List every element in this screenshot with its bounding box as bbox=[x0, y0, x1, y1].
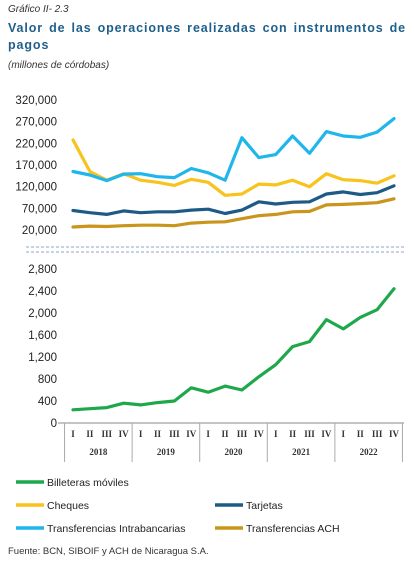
x-quarter-label: III bbox=[304, 429, 315, 439]
x-quarter-label: II bbox=[222, 429, 230, 439]
series-line-cheques bbox=[71, 138, 396, 197]
bottom-y-tick-label: 2,800 bbox=[28, 264, 57, 276]
x-quarter-label: IV bbox=[389, 429, 400, 439]
x-quarter-label: IV bbox=[321, 429, 332, 439]
series-line-tarjetas bbox=[71, 184, 396, 216]
bottom-y-tick-label: 400 bbox=[38, 396, 57, 408]
x-quarter-label: I bbox=[342, 429, 346, 439]
x-quarter-label: I bbox=[71, 429, 75, 439]
x-quarter-label: III bbox=[169, 429, 180, 439]
bottom-y-tick-label: 1,600 bbox=[28, 330, 57, 342]
x-year-label: 2021 bbox=[292, 447, 311, 457]
top-y-tick-label: 70,000 bbox=[22, 203, 57, 215]
bottom-y-tick-label: 1,200 bbox=[28, 352, 57, 364]
chart-unit: (millones de córdobas) bbox=[8, 60, 110, 71]
bottom-y-tick-label: 2,400 bbox=[28, 286, 57, 298]
bottom-y-tick-label: 0 bbox=[51, 418, 57, 430]
legend-label: Transferencias Intrabancarias bbox=[47, 523, 186, 535]
legend-label: Tarjetas bbox=[246, 500, 283, 512]
x-quarter-label: III bbox=[102, 429, 113, 439]
top-y-tick-label: 120,000 bbox=[15, 182, 57, 194]
x-quarter-label: I bbox=[274, 429, 278, 439]
source-note: Fuente: BCN, SIBOIF y ACH de Nicaragua S… bbox=[8, 546, 209, 557]
top-y-tick-label: 20,000 bbox=[22, 225, 57, 237]
x-quarter-label: IV bbox=[119, 429, 130, 439]
bottom-y-tick-label: 800 bbox=[38, 374, 57, 386]
top-y-tick-label: 270,000 bbox=[15, 117, 57, 129]
x-quarter-label: IV bbox=[186, 429, 197, 439]
x-quarter-label: I bbox=[139, 429, 143, 439]
x-quarter-label: III bbox=[237, 429, 248, 439]
chart-canvas: 320,000 270,000 220,000 170,000 120,000 70,00… bbox=[15, 95, 404, 535]
x-quarter-label: II bbox=[289, 429, 297, 439]
x-quarter-label: II bbox=[154, 429, 162, 439]
x-quarter-label: IV bbox=[254, 429, 265, 439]
chart-title: Valor de las operaciones realizadas con … bbox=[8, 21, 406, 52]
x-quarter-label: II bbox=[357, 429, 365, 439]
x-year-label: 2018 bbox=[89, 447, 108, 457]
legend-label: Cheques bbox=[47, 500, 89, 512]
series-line-billeteras-m-viles bbox=[71, 287, 396, 412]
x-quarter-label: I bbox=[206, 429, 210, 439]
series-line-transferencias-ach bbox=[71, 197, 396, 229]
x-year-label: 2020 bbox=[225, 447, 244, 457]
bottom-y-tick-label: 2,000 bbox=[28, 308, 57, 320]
legend-label: Transferencias ACH bbox=[246, 523, 340, 535]
series-line-transferencias-intrabancarias bbox=[71, 116, 396, 183]
top-y-tick-label: 170,000 bbox=[15, 160, 57, 172]
x-year-label: 2022 bbox=[360, 447, 379, 457]
legend-label: Billeteras móviles bbox=[47, 477, 129, 489]
x-quarter-label: II bbox=[86, 429, 94, 439]
x-quarter-label: III bbox=[372, 429, 383, 439]
top-y-tick-label: 320,000 bbox=[15, 95, 57, 107]
chart-label: Gráfico II- 2.3 bbox=[8, 4, 69, 15]
x-year-label: 2019 bbox=[157, 447, 176, 457]
top-y-tick-label: 220,000 bbox=[15, 138, 57, 150]
